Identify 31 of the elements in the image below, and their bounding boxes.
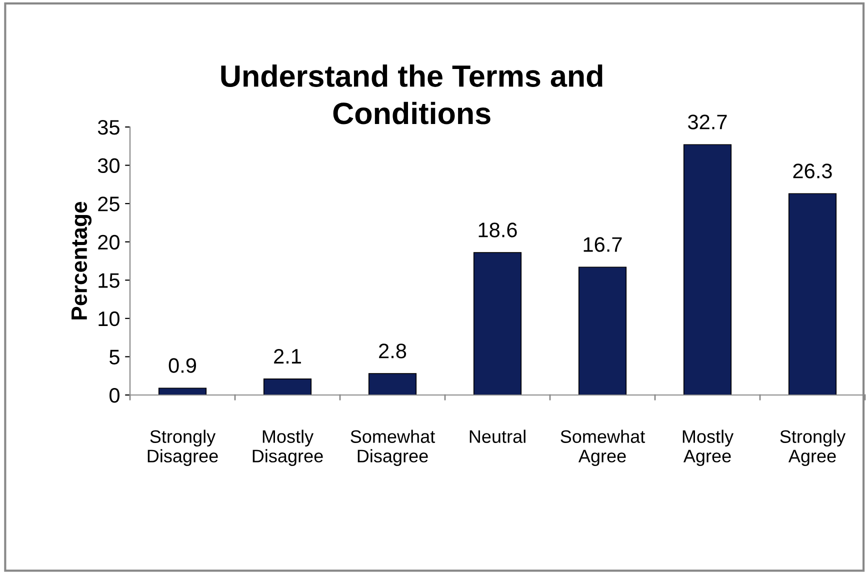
y-tick-label: 15: [98, 273, 120, 288]
y-tick-label: 5: [110, 350, 120, 364]
x-tick-label: Mostly Disagree: [252, 430, 323, 466]
x-tick-label: Somewhat Disagree: [350, 430, 436, 466]
bar: [263, 378, 312, 395]
y-axis-title: Percentage: [72, 202, 92, 320]
chart-title: Understand the Terms and Conditions: [221, 64, 602, 124]
bar: [578, 266, 627, 395]
x-tick-label: Strongly Disagree: [148, 430, 218, 466]
bar: [683, 144, 732, 395]
bar: [158, 388, 207, 395]
y-tick-label: 0: [110, 388, 120, 403]
x-tick-label: Strongly Agree: [780, 430, 846, 466]
bar: [368, 373, 417, 395]
data-label: 16.7: [584, 237, 622, 252]
data-label: 2.1: [274, 348, 301, 364]
x-tick-label: Mostly Agree: [682, 430, 734, 466]
bar: [473, 252, 522, 395]
data-label: 26.3: [793, 164, 832, 178]
x-tick-label: Neutral: [470, 430, 526, 443]
data-label: 32.7: [688, 114, 727, 130]
x-tick-label: Somewhat Agree: [560, 430, 646, 466]
y-tick-label: 20: [98, 234, 120, 250]
data-label: 0.9: [168, 358, 196, 373]
y-tick-label: 25: [98, 196, 120, 212]
bar: [788, 193, 837, 395]
y-tick-label: 30: [98, 158, 120, 174]
y-tick-label: 10: [98, 311, 120, 326]
data-label: 2.8: [379, 344, 406, 358]
data-label: 18.6: [478, 222, 517, 238]
y-tick-label: 35: [98, 120, 120, 135]
